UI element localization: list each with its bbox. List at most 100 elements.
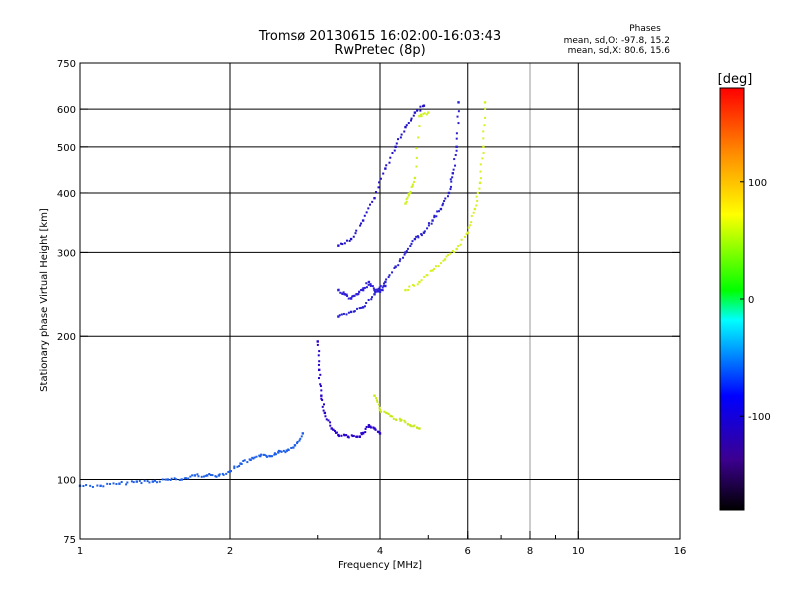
data-point: [449, 185, 452, 188]
data-point: [189, 475, 192, 478]
data-point: [320, 389, 323, 392]
x-tick-label: 16: [674, 546, 687, 557]
data-point: [360, 306, 363, 309]
data-point: [403, 130, 406, 133]
data-point: [409, 191, 412, 195]
data-point: [240, 462, 243, 465]
x-axis-label: Frequency [MHz]: [338, 560, 422, 571]
data-point: [187, 477, 190, 480]
data-point: [427, 111, 430, 114]
data-point: [418, 114, 421, 118]
data-point: [416, 235, 419, 238]
data-point: [433, 267, 436, 270]
data-point: [367, 426, 370, 429]
data-point: [384, 167, 387, 170]
data-point: [387, 412, 390, 415]
data-point: [399, 136, 402, 139]
data-point: [417, 136, 420, 139]
data-point: [367, 283, 370, 286]
data-point: [193, 474, 197, 477]
data-point: [225, 472, 228, 475]
data-point: [475, 204, 478, 207]
data-point: [316, 343, 319, 346]
data-point: [365, 211, 368, 214]
data-point: [340, 434, 343, 437]
data-point: [345, 313, 348, 316]
data-point: [355, 229, 358, 232]
data-point: [361, 219, 365, 222]
data-point: [412, 114, 415, 117]
data-point: [109, 482, 112, 485]
data-point: [413, 176, 417, 180]
data-point: [454, 164, 457, 167]
data-point: [89, 484, 92, 487]
data-point: [406, 196, 409, 199]
data-point: [342, 291, 345, 294]
data-point: [227, 470, 230, 473]
data-point: [338, 314, 341, 317]
data-point: [343, 242, 346, 245]
data-point: [416, 427, 419, 430]
data-point: [334, 430, 337, 433]
data-point: [274, 453, 277, 456]
data-point: [437, 265, 440, 268]
data-point: [455, 145, 458, 149]
data-point: [411, 240, 414, 243]
data-point: [230, 470, 233, 473]
data-point: [173, 477, 176, 480]
data-point: [388, 161, 391, 164]
data-point: [337, 315, 340, 318]
data-point: [376, 289, 379, 292]
data-point: [265, 454, 268, 457]
data-point: [374, 291, 377, 294]
data-point: [389, 156, 392, 159]
data-point: [482, 137, 485, 140]
data-point: [384, 411, 387, 414]
data-point: [290, 446, 293, 449]
data-point: [391, 271, 394, 274]
data-point: [378, 181, 381, 184]
data-point: [419, 109, 422, 112]
data-point: [337, 244, 340, 247]
y-axis-ticks: 75 100 200 300 400 500 600 750: [57, 59, 680, 546]
data-point: [377, 430, 380, 433]
data-point: [449, 188, 452, 191]
data-point: [408, 285, 411, 288]
data-point: [263, 453, 266, 456]
data-point: [378, 408, 382, 412]
data-point: [472, 211, 475, 214]
data-point: [252, 457, 255, 460]
data-point: [382, 172, 385, 175]
data-point: [365, 425, 368, 428]
data-point: [449, 178, 452, 181]
data-point: [404, 288, 407, 292]
data-point: [403, 253, 406, 256]
data-point: [299, 437, 302, 440]
data-point: [143, 479, 146, 482]
data-point: [335, 431, 338, 434]
plot-grid: [80, 63, 680, 539]
data-point: [435, 215, 438, 218]
y-tick-label: 200: [57, 332, 76, 343]
data-point: [373, 427, 376, 430]
data-point: [415, 147, 418, 150]
data-point: [353, 294, 356, 297]
data-point: [322, 409, 325, 412]
data-point: [442, 202, 445, 205]
data-point: [449, 252, 452, 255]
phase-stats-o: mean, sd,O: -97.8, 15.2: [564, 36, 670, 46]
data-point: [377, 403, 380, 406]
data-point: [197, 475, 200, 478]
data-point: [365, 301, 368, 304]
data-point: [367, 207, 370, 210]
data-point: [402, 256, 405, 259]
data-point: [357, 293, 360, 296]
data-point: [437, 210, 440, 213]
data-point: [362, 431, 365, 434]
data-point: [379, 284, 382, 287]
data-point: [82, 485, 85, 488]
data-point: [381, 289, 384, 292]
data-point: [365, 282, 368, 285]
data-point: [362, 287, 365, 290]
data-point: [373, 196, 376, 200]
